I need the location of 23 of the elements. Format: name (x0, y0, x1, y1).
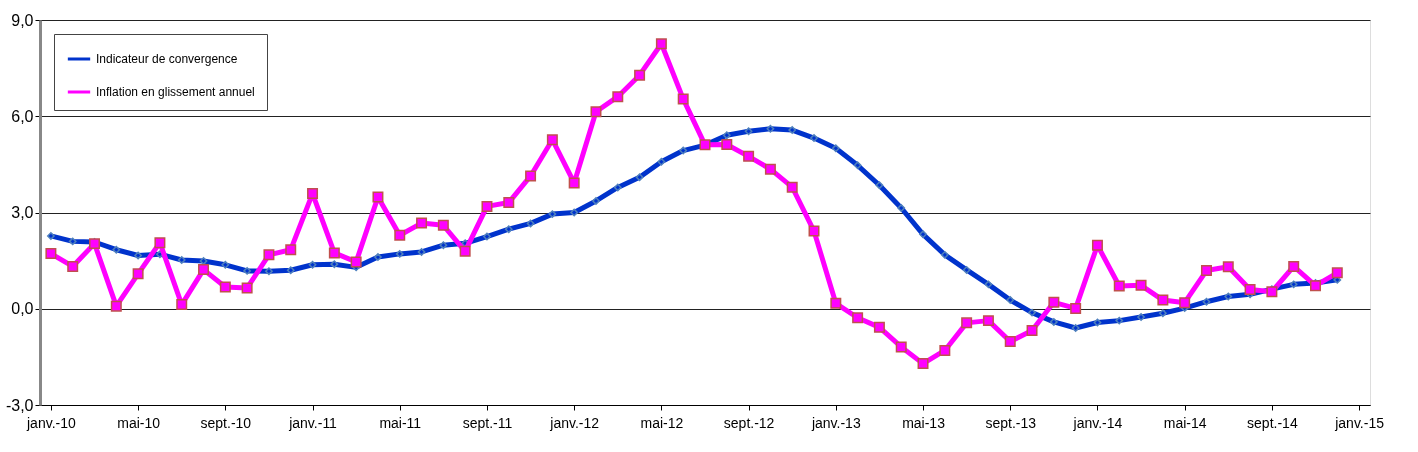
x-tick-label: mai-13 (902, 414, 946, 431)
y-tick-label: 6,0 (11, 107, 34, 125)
x-tick-label: janv.-10 (26, 414, 76, 431)
x-tick-label: sept.-10 (200, 414, 252, 431)
x-tick-label: mai-14 (1163, 414, 1207, 431)
y-tick-label: 9,0 (11, 11, 34, 29)
x-tick-label: sept.-13 (985, 414, 1037, 431)
x-tick-label: janv.-13 (810, 414, 861, 431)
x-tick-label: sept.-14 (1247, 414, 1298, 431)
x-tick-label: mai-11 (379, 414, 422, 431)
x-tick-label: mai-12 (640, 414, 684, 431)
x-tick-label: sept.-12 (723, 414, 775, 431)
x-tick-label: janv.-12 (549, 414, 600, 431)
legend-label: Inflation en glissement annuel (96, 85, 255, 99)
x-tick-label: sept.-11 (462, 414, 513, 431)
legend-label: Indicateur de convergence (96, 52, 238, 66)
x-tick-label: mai-10 (117, 414, 161, 431)
y-tick-label: 3,0 (11, 204, 34, 221)
x-tick-label: janv.-15 (1334, 414, 1385, 431)
y-tick-label: -3,0 (5, 396, 34, 414)
y-tick-label: 0,0 (11, 300, 34, 318)
x-tick-label: janv.-14 (1072, 414, 1123, 431)
x-tick-label: janv.-11 (288, 414, 338, 431)
